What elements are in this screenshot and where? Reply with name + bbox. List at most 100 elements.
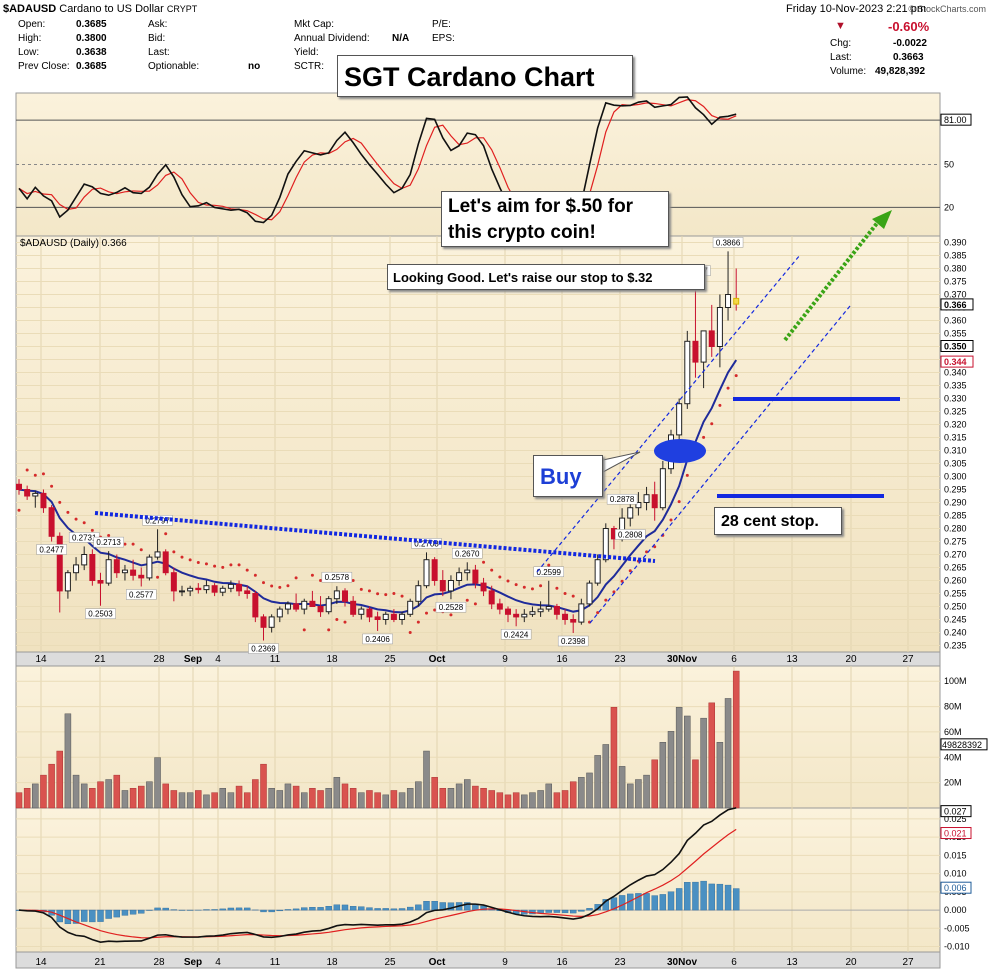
price-point-label: 0.2528: [439, 603, 464, 612]
macd-histogram-bar: [700, 880, 707, 911]
y-tick-label: 0.385: [944, 251, 967, 261]
macd-histogram-bar: [724, 884, 732, 911]
sar-dot: [702, 435, 706, 439]
macd-histogram-bar: [366, 907, 373, 911]
sar-dot: [514, 583, 518, 587]
ask-label: Ask:: [148, 19, 168, 30]
price-point-label-box: [362, 633, 393, 645]
x-tick-label: 9: [502, 654, 508, 665]
price-tag: 0.344: [944, 357, 967, 367]
buy-marker: [654, 439, 706, 463]
volume-bar: [374, 792, 381, 809]
volume-bar: [716, 742, 724, 809]
x-tick-label: 30Nov: [667, 654, 697, 665]
volume-tick-label: 40M: [944, 752, 962, 762]
sar-dot: [612, 590, 616, 594]
prev-close-value: 0.3685: [76, 61, 107, 72]
high-value: 0.3800: [76, 33, 107, 44]
candle-body: [24, 489, 31, 497]
macd-histogram-bar: [227, 907, 235, 911]
sar-dot: [17, 508, 21, 512]
y-tick-label: 0.260: [944, 576, 967, 586]
candle-body: [211, 585, 218, 593]
volume-bar: [23, 788, 31, 809]
price-point-label: 0.2424: [504, 630, 529, 639]
price-point-label: 0.2578: [325, 573, 350, 582]
sar-dot: [172, 550, 176, 554]
last-label: Last:: [148, 47, 170, 58]
candle-body: [464, 569, 471, 574]
volume-bar: [292, 785, 300, 809]
x-tick-label: 11: [270, 654, 281, 665]
macd-histogram-bar: [211, 909, 218, 911]
x-tick-label: 11: [270, 957, 281, 968]
macd-histogram-bar: [692, 881, 699, 911]
volume-bar: [431, 777, 438, 809]
sar-dot: [351, 579, 355, 582]
chart-title-box: SGT Cardano Chart: [337, 55, 633, 97]
candle-body: [447, 580, 454, 592]
volume-bar: [366, 790, 373, 809]
sar-dot: [400, 594, 404, 598]
credit-label: © StockCharts.com: [908, 4, 986, 14]
candle-body: [488, 590, 495, 605]
candle-body: [309, 600, 316, 607]
downtrend-line: [94, 511, 656, 563]
volume-bar: [48, 763, 55, 809]
sar-dot: [734, 374, 738, 378]
sar-dot: [416, 620, 420, 624]
x-tick-label: 28: [153, 654, 165, 665]
y-tick-label: 0.335: [944, 381, 967, 391]
volume-bar: [89, 788, 96, 809]
volume-bar: [496, 792, 504, 809]
price-tag: 0.350: [944, 342, 967, 352]
macd-histogram-bar: [618, 895, 626, 911]
volume-bar: [521, 794, 528, 809]
macd-histogram-bar: [97, 909, 104, 922]
volume-bar: [80, 783, 88, 809]
sar-dot: [188, 558, 192, 562]
sar-dot: [628, 569, 632, 573]
sar-dot: [506, 579, 510, 583]
macd-line: [18, 807, 737, 944]
volume-bar: [415, 781, 422, 809]
macd-tick-label: 0.015: [944, 850, 967, 860]
x-tick-label: 25: [384, 654, 396, 665]
y-tick-label: 0.375: [944, 277, 967, 287]
macd-tag-box: [940, 881, 972, 894]
sar-dot: [367, 589, 371, 593]
sar-dot: [425, 611, 428, 615]
high-label: High:: [18, 33, 42, 44]
volume-bar: [317, 790, 324, 809]
macd-histogram-bar: [578, 909, 585, 912]
buy-callout: Buy: [533, 455, 603, 497]
sar-dot: [433, 608, 437, 612]
y-tick-label: 0.370: [944, 290, 967, 300]
chg-value: -0.0022: [893, 38, 927, 49]
candle-body: [700, 330, 707, 363]
volume-bar: [398, 792, 406, 809]
date-axis-strip-bottom: [15, 951, 941, 969]
candle-body: [733, 297, 740, 305]
sar-dot: [82, 521, 86, 525]
candle-body: [32, 492, 39, 497]
macd-histogram-bar: [89, 909, 96, 923]
volume-bar: [594, 755, 601, 809]
candle-body: [529, 611, 536, 615]
macd-histogram-bar: [80, 909, 88, 922]
sar-dot: [164, 532, 168, 536]
candle-body: [399, 613, 406, 620]
price-tag-box: [940, 298, 974, 311]
x-tick-label: 25: [384, 957, 396, 968]
sar-dot: [319, 579, 323, 582]
candle-body: [496, 603, 503, 610]
volume-bar: [349, 788, 357, 809]
y-tick-label: 0.325: [944, 407, 967, 417]
x-tick-label: 28: [153, 957, 165, 968]
candle-body: [553, 606, 560, 615]
candle-body: [121, 569, 128, 574]
price-point-label: 0.2731: [72, 533, 97, 542]
sar-dot: [335, 618, 339, 621]
macd-histogram-bar: [219, 908, 226, 911]
